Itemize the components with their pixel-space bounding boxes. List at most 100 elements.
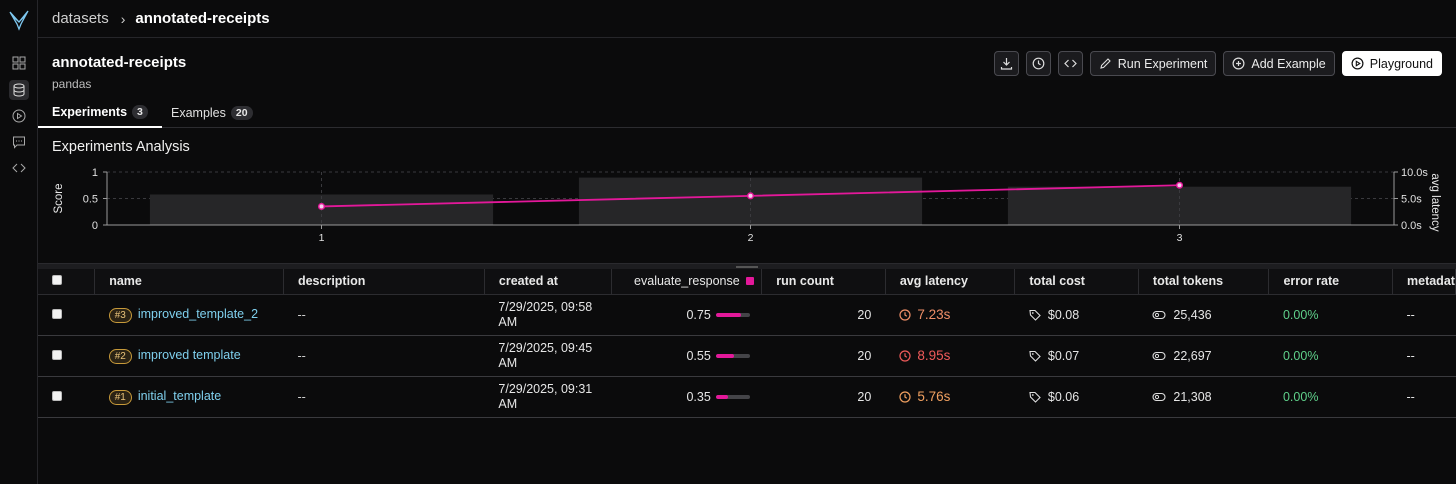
table-header-row: name description created at evaluate_res… [38,269,1456,295]
sequence-badge: #2 [108,348,132,364]
experiments-table: name description created at evaluate_res… [38,269,1456,418]
breadcrumb-datasets-link[interactable]: datasets [52,10,109,27]
tokens-value: 22,697 [1173,348,1212,363]
cost-wrap: $0.08 [1029,308,1139,322]
plus-circle-icon [1232,57,1245,70]
row-checkbox[interactable] [52,308,62,319]
tokens-wrap: 25,436 [1152,308,1269,322]
description-cell: -- [283,335,485,377]
playground-label: Playground [1369,56,1433,71]
latency-value: 7.23s [917,307,951,322]
latency-bar [1007,186,1352,225]
chevron-right-icon: › [120,10,126,27]
created-at-cell: 7/29/2025, 09:58 AM [484,294,612,336]
y2-tick-label: 10.0s [1401,167,1428,179]
col-avg-latency[interactable]: avg latency [885,269,1016,295]
col-total-cost[interactable]: total cost [1014,269,1139,295]
download-button[interactable] [993,51,1019,76]
select-all-cell [38,269,96,295]
score-value: 0.35 [686,389,711,404]
page-subtitle: pandas [52,77,92,91]
row-checkbox[interactable] [52,390,62,401]
metadata-cell: -- [1392,376,1456,418]
tokens-wrap: 22,697 [1152,349,1269,363]
tab-experiments-count: 3 [132,104,148,119]
code-icon[interactable] [9,158,29,178]
code-button[interactable] [1057,51,1083,76]
tab-examples[interactable]: Examples 20 [171,97,253,128]
clock-icon [1032,57,1045,70]
x-tick-label: 3 [1177,232,1183,244]
database-icon[interactable] [9,80,29,100]
col-name[interactable]: name [94,269,284,295]
run-experiment-button[interactable]: Run Experiment [1089,51,1217,76]
col-metadata[interactable]: metadat [1392,269,1456,295]
x-tick-label: 2 [748,232,754,244]
error-rate-cell: 0.00% [1268,376,1393,418]
tokens-icon [1152,351,1166,360]
col-error-rate[interactable]: error rate [1268,269,1393,295]
latency-cell: 5.76s [885,376,1015,418]
cost-wrap: $0.06 [1029,390,1139,404]
run-count-cell: 20 [761,335,886,377]
score-wrap: 0.55 [626,349,762,363]
row-select-cell [38,335,95,377]
metadata-cell: -- [1392,294,1456,336]
add-example-button[interactable]: Add Example [1223,51,1335,76]
experiment-link[interactable]: improved_template_2 [137,306,259,321]
grid-icon[interactable] [9,53,29,73]
score-wrap: 0.75 [626,308,762,322]
table-row[interactable]: #1 initial_template -- 7/29/2025, 09:31 A… [38,376,1456,418]
latency-wrap: 7.23s [899,307,1015,322]
bird-logo-icon[interactable] [7,8,31,32]
cost-cell: $0.07 [1014,335,1139,377]
clock-icon [899,308,911,321]
col-evaluate-response[interactable]: evaluate_response [611,269,763,295]
experiment-link[interactable]: initial_template [137,388,222,403]
latency-cell: 8.95s [885,335,1015,377]
y2-tick-label: 5.0s [1401,194,1422,206]
description-cell: -- [283,294,485,336]
tab-experiments[interactable]: Experiments 3 [38,97,162,128]
tokens-wrap: 21,308 [1152,390,1269,404]
tokens-value: 25,436 [1173,307,1212,322]
score-bar-fill [715,312,742,317]
latency-wrap: 5.76s [899,389,1015,404]
table-row[interactable]: #3 improved_template_2 -- 7/29/2025, 09:5… [38,294,1456,336]
tokens-icon [1152,392,1166,401]
col-created-at[interactable]: created at [484,269,613,295]
tag-icon [1029,391,1041,403]
play-circle-icon[interactable] [9,106,29,126]
row-select-cell [38,294,95,336]
score-point [746,192,755,200]
row-checkbox[interactable] [52,349,62,360]
resize-handle[interactable] [38,263,1456,269]
side-rail [0,0,38,484]
y-tick-label: 1 [92,167,98,179]
error-rate-cell: 0.00% [1268,294,1393,336]
score-value: 0.75 [686,307,711,322]
col-total-tokens[interactable]: total tokens [1138,269,1270,295]
playground-button[interactable]: Playground [1341,51,1442,76]
score-wrap: 0.35 [626,390,762,404]
col-description[interactable]: description [283,269,485,295]
tab-examples-label: Examples [171,105,226,120]
score-bar-fill [715,353,735,358]
pencil-icon [1100,58,1111,69]
history-button[interactable] [1025,51,1051,76]
col-run-count[interactable]: run count [761,269,886,295]
metadata-cell: -- [1392,335,1456,377]
experiments-analysis-chart: 1 0.5 0 10.0s 5.0s 0.0s 1 2 3 Score avg latency [53,167,1441,244]
select-all-checkbox[interactable] [52,275,62,286]
created-at-cell: 7/29/2025, 09:31 AM [484,376,612,418]
add-example-label: Add Example [1251,56,1326,71]
experiment-link[interactable]: improved template [137,347,241,362]
chat-icon[interactable] [9,132,29,152]
latency-value: 8.95s [917,348,951,363]
experiment-name-cell: #3 improved_template_2 [94,294,284,336]
score-point [1175,181,1184,189]
table-row[interactable]: #2 improved template -- 7/29/2025, 09:45 … [38,335,1456,377]
experiments-table-region: name description created at evaluate_res… [38,263,1456,484]
row-select-cell [38,376,95,418]
